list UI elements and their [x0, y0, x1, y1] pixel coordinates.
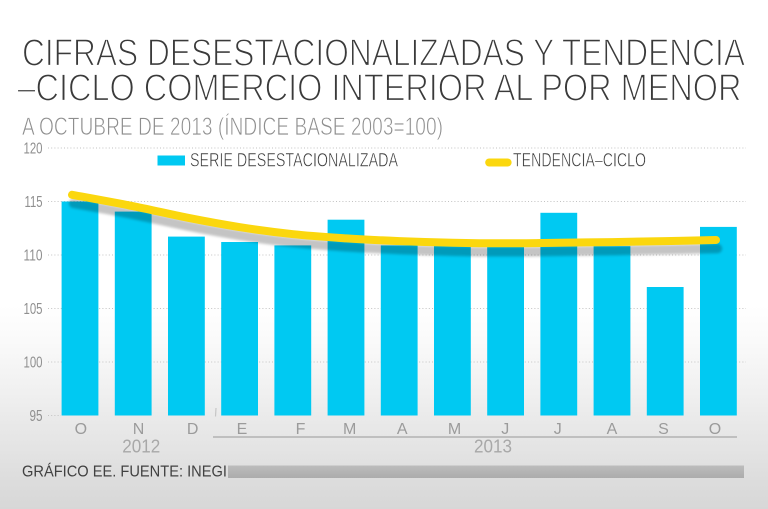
svg-text:A: A [397, 421, 408, 438]
svg-text:O: O [709, 421, 721, 438]
svg-text:SERIE DESESTACIONALIZADA: SERIE DESESTACIONALIZADA [190, 151, 398, 172]
svg-text:A OCTUBRE DE 2013 (ÍNDICE BASE: A OCTUBRE DE 2013 (ÍNDICE BASE 2003=100) [22, 112, 443, 141]
svg-text:O: O [75, 421, 87, 438]
svg-text:A: A [607, 421, 618, 438]
svg-text:F: F [296, 421, 306, 438]
svg-text:J: J [554, 421, 562, 438]
svg-text:TENDENCIA–CICLO: TENDENCIA–CICLO [513, 151, 646, 172]
svg-text:J: J [501, 421, 509, 438]
svg-text:95: 95 [30, 408, 43, 425]
svg-text:115: 115 [25, 194, 43, 211]
svg-text:GRÁFICO EE. FUENTE: INEGI.: GRÁFICO EE. FUENTE: INEGI. [22, 462, 231, 481]
svg-text:–CICLO COMERCIO INTERIOR AL PO: –CICLO COMERCIO INTERIOR AL POR MENOR [18, 67, 742, 110]
svg-text:2013: 2013 [474, 436, 512, 457]
svg-text:110: 110 [24, 248, 43, 265]
svg-text:M: M [448, 421, 461, 438]
svg-text:E: E [237, 421, 248, 438]
svg-text:120: 120 [24, 141, 43, 158]
svg-text:D: D [187, 421, 199, 438]
svg-text:M: M [343, 421, 356, 438]
svg-text:S: S [658, 421, 669, 438]
svg-text:N: N [133, 421, 145, 438]
svg-text:2012: 2012 [122, 436, 160, 457]
svg-text:100: 100 [24, 355, 43, 372]
svg-text:105: 105 [24, 301, 43, 318]
svg-text:CIFRAS DESESTACIONALIZADAS Y T: CIFRAS DESESTACIONALIZADAS Y TENDENCIA [22, 31, 745, 74]
